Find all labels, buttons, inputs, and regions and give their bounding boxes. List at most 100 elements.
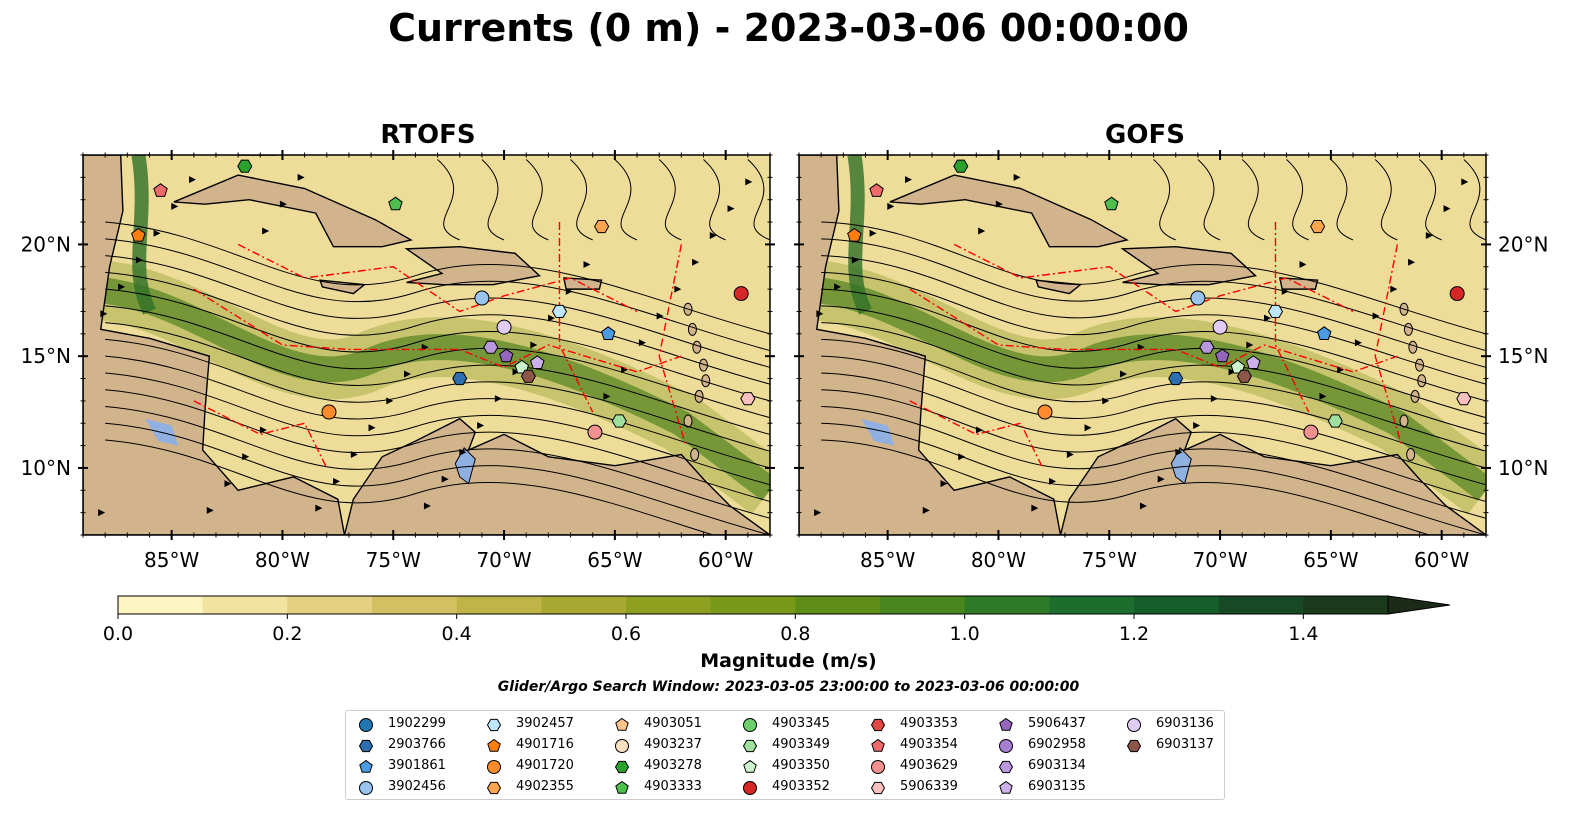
legend-marker <box>1126 739 1142 753</box>
streamline-arrow <box>459 448 467 456</box>
x-tick-label: 65°W <box>587 548 642 572</box>
land-lesser-antilles <box>1406 448 1416 462</box>
legend-label: 4903353 <box>900 716 958 731</box>
streamline-arrow <box>745 178 753 186</box>
map-frame <box>82 154 771 536</box>
land-lesser-antilles <box>1399 414 1409 428</box>
streamline-arrow <box>1390 285 1398 293</box>
float-marker <box>611 414 627 428</box>
streamline-arrow <box>1281 287 1289 295</box>
legend-marker <box>1127 718 1141 732</box>
float-marker <box>483 340 499 354</box>
streamline-arrow <box>834 283 842 291</box>
panel-title-rtofs: RTOFS <box>380 120 476 150</box>
colorbar-bin <box>626 596 712 614</box>
streamline-arrow <box>603 392 611 400</box>
y-tick-label: 10°N <box>21 456 71 480</box>
land-hispaniola <box>1120 245 1258 286</box>
legend-marker <box>743 759 757 773</box>
streamline-arrow <box>1228 368 1236 376</box>
land-lesser-antilles <box>690 448 700 462</box>
current-halo <box>83 259 770 515</box>
streamline-arrow <box>1193 421 1201 429</box>
streamline-arrow <box>1461 178 1469 186</box>
x-tick-label: 70°W <box>1192 548 1247 572</box>
map-panel-gofs: 85°W 80°W 75°W 70°W 65°W 60°W 20°N 15°N 10°N <box>794 150 1548 572</box>
map-frame <box>798 154 1487 536</box>
eez-boundaries <box>909 222 1403 469</box>
legend-label: 4903333 <box>644 779 702 794</box>
float-marker <box>520 369 536 383</box>
streamline-arrow <box>814 509 822 517</box>
colorbar-bin <box>964 596 1050 614</box>
float-marker <box>1212 319 1228 335</box>
streamline-arrow <box>477 421 485 429</box>
streamline-arrow <box>975 426 983 434</box>
float-marker <box>474 290 490 306</box>
land-lesser-antilles <box>683 414 693 428</box>
float-marker <box>601 326 616 340</box>
legend-marker <box>999 780 1013 794</box>
y-tick-label: 10°N <box>1498 456 1548 480</box>
colorbar-tick-label: 1.2 <box>1119 623 1149 645</box>
x-tick-label: 85°W <box>144 548 199 572</box>
streamline-arrow <box>135 256 143 264</box>
legend-marker <box>487 760 501 774</box>
streamline-arrow <box>1157 475 1165 483</box>
colorbar-bin <box>287 596 373 614</box>
legend-label: 4901716 <box>516 737 574 752</box>
legend-label: 4903237 <box>644 737 702 752</box>
legend-label: 4903354 <box>900 737 958 752</box>
legend-label: 4903349 <box>772 737 830 752</box>
streamline-arrow <box>206 506 214 514</box>
float-marker <box>530 355 545 369</box>
float-marker <box>1236 369 1252 383</box>
streamline-arrow <box>262 227 270 235</box>
land-hispaniola <box>404 245 542 286</box>
legend-label: 5906437 <box>1028 716 1086 731</box>
legend-marker <box>486 781 502 795</box>
streamline-arrow <box>386 397 394 405</box>
legend-label: 2903766 <box>388 737 446 752</box>
land-lesser-antilles <box>692 340 702 354</box>
y-tick-label: 15°N <box>21 344 71 368</box>
x-tick-label: 80°W <box>971 548 1026 572</box>
land-lesser-antilles <box>1403 322 1413 336</box>
streamline-arrow <box>1408 258 1416 266</box>
streamline-arrow <box>1246 341 1254 349</box>
colorbar-bin <box>880 596 966 614</box>
float-marker <box>1267 304 1284 318</box>
float-marker <box>847 227 862 242</box>
streamline-arrow <box>1443 205 1451 213</box>
legend-label: 4903629 <box>900 758 958 773</box>
colorbar-extend <box>1387 595 1451 615</box>
legend-label: 4902355 <box>516 779 574 794</box>
legend-label: 4903352 <box>772 779 830 794</box>
colorbar-tick-label: 0.4 <box>442 623 472 645</box>
current-core <box>799 276 1486 501</box>
legend-label: 4901720 <box>516 758 574 773</box>
legend-label: 4903350 <box>772 758 830 773</box>
legend-marker <box>743 718 757 732</box>
figure-title: Currents (0 m) - 2023-03-06 00:00:00 <box>388 6 1189 50</box>
legend-marker <box>870 781 886 795</box>
streamline-arrow <box>692 258 700 266</box>
streamline-arrow <box>1425 231 1433 239</box>
x-tick-label: 75°W <box>366 548 421 572</box>
streamline-arrow <box>1319 392 1327 400</box>
float-marker <box>1456 392 1472 406</box>
land-lesser-antilles <box>1408 340 1418 354</box>
streamline-arrow <box>816 310 824 318</box>
land-central-america <box>83 155 346 535</box>
streamline-arrow <box>1210 395 1218 403</box>
streamline-arrow <box>441 475 449 483</box>
float-marker <box>1310 220 1326 234</box>
colorbar: 0.0 0.2 0.4 0.6 0.8 1.0 1.2 1.4 <box>103 595 1451 645</box>
streamlines <box>821 159 1486 535</box>
float-marker <box>869 183 884 197</box>
land-cuba <box>173 174 413 248</box>
float-marker <box>499 348 514 363</box>
streamline-arrow <box>118 283 126 291</box>
streamline-arrow <box>1264 314 1272 322</box>
